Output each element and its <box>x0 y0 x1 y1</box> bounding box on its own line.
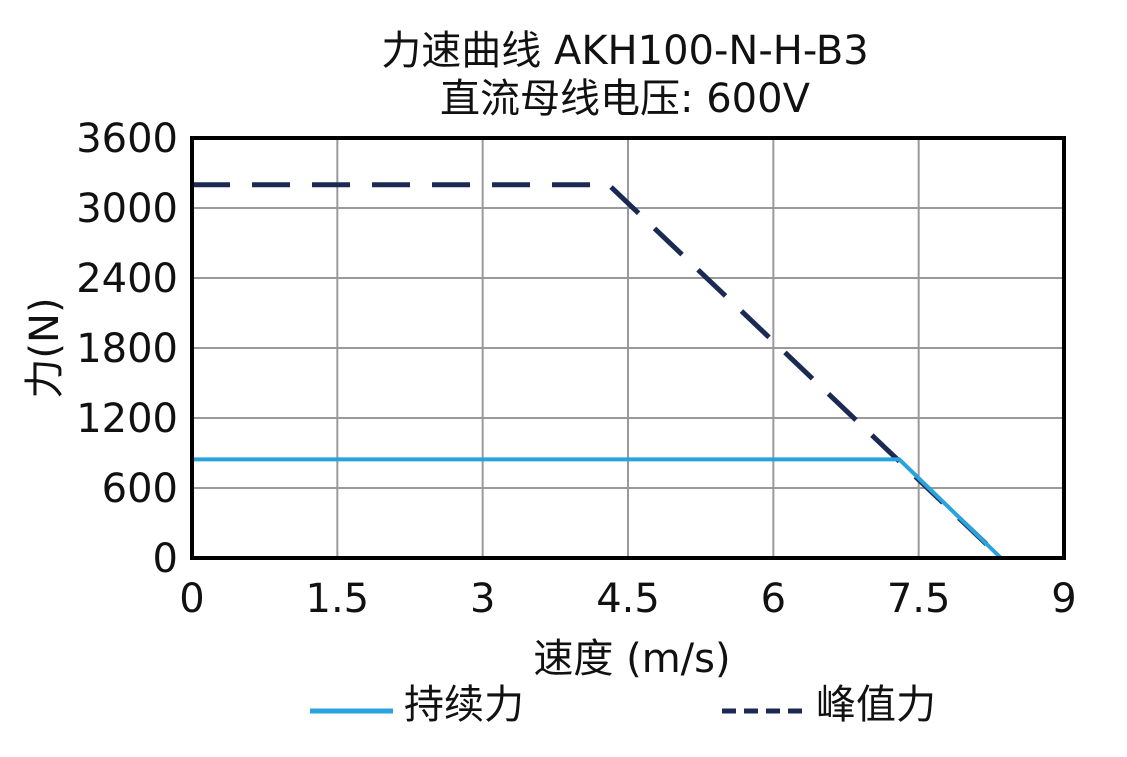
series-lines <box>192 182 1003 560</box>
chart-title-line-2: 直流母线电压: 600V <box>440 76 811 122</box>
series-line-continuous <box>192 457 1003 560</box>
x-tick-label: 0 <box>179 576 204 622</box>
x-tick-label: 3 <box>470 576 495 622</box>
x-tick-label: 6 <box>761 576 786 622</box>
y-tick-label: 1200 <box>76 396 178 442</box>
y-tick-label: 600 <box>102 466 178 512</box>
y-tick-label: 3600 <box>76 116 178 162</box>
legend-label-continuous: 持续力 <box>404 682 524 728</box>
legend: 持续力 峰值力 <box>310 682 936 728</box>
y-tick-labels: 0 600 1200 1800 2400 3000 3600 <box>76 116 178 582</box>
chart-title-line-1: 力速曲线 AKH100-N-H-B3 <box>381 28 869 74</box>
x-tick-label: 9 <box>1051 576 1076 622</box>
x-tick-label: 1.5 <box>306 576 370 622</box>
y-tick-label: 1800 <box>76 326 178 372</box>
x-tick-label: 4.5 <box>596 576 660 622</box>
y-tick-label: 0 <box>153 536 178 582</box>
x-tick-labels: 0 1.5 3 4.5 6 7.5 9 <box>179 576 1076 622</box>
plot-frame <box>190 136 1066 560</box>
y-axis-label: 力(N) <box>22 297 68 398</box>
y-tick-label: 3000 <box>76 186 178 232</box>
x-tick-label: 7.5 <box>887 576 951 622</box>
grid-lines <box>192 138 1064 558</box>
series-line-peak <box>192 182 1003 560</box>
y-tick-label: 2400 <box>76 256 178 302</box>
legend-label-peak: 峰值力 <box>816 682 936 728</box>
chart-title: 力速曲线 AKH100-N-H-B3 直流母线电压: 600V <box>381 28 869 122</box>
x-axis-label: 速度 (m/s) <box>533 636 730 682</box>
